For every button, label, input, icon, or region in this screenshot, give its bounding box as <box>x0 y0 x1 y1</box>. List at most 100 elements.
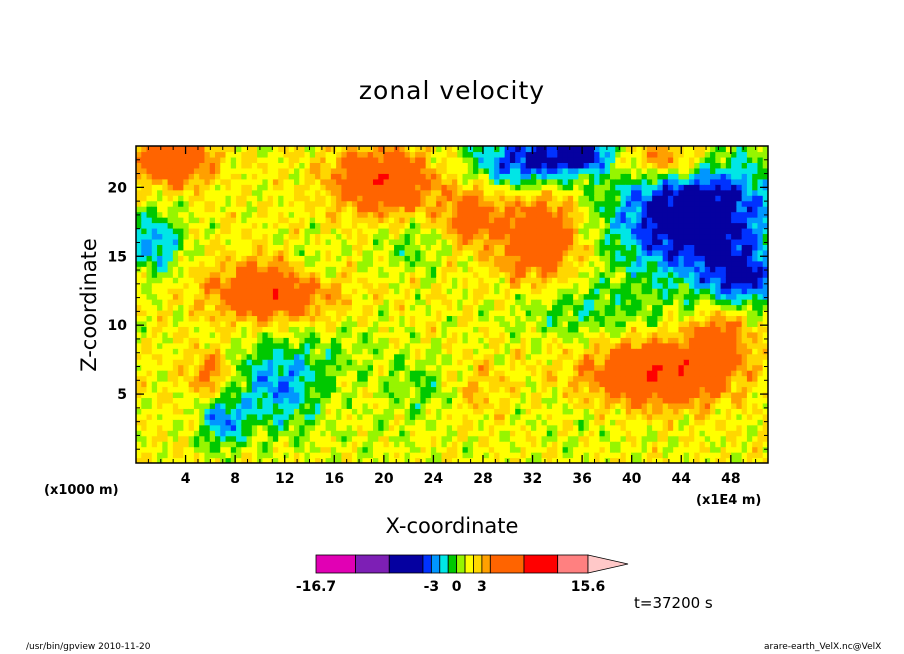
heatmap-cell <box>294 402 300 409</box>
heatmap-cell <box>409 189 416 196</box>
heatmap-cell <box>367 309 374 317</box>
heatmap-cell <box>467 233 474 240</box>
heatmap-cell <box>499 184 506 191</box>
heatmap-cell <box>552 288 558 295</box>
heatmap-cell <box>209 244 216 251</box>
heatmap-cell <box>146 391 153 399</box>
heatmap-cell <box>336 413 342 420</box>
heatmap-cell <box>425 419 432 426</box>
heatmap-cell <box>336 391 342 399</box>
heatmap-cell <box>283 266 290 273</box>
heatmap-cell <box>525 435 532 442</box>
heatmap-cell <box>494 211 500 218</box>
heatmap-cell <box>236 167 242 174</box>
heatmap-cell <box>546 211 553 218</box>
heatmap-cell <box>199 162 206 169</box>
heatmap-cell <box>225 320 232 327</box>
heatmap-cell <box>583 331 590 338</box>
heatmap-cell <box>415 430 421 437</box>
heatmap-cell <box>573 217 579 224</box>
heatmap-cell <box>209 178 216 185</box>
heatmap-cell <box>283 288 290 295</box>
heatmap-cell <box>209 326 216 333</box>
heatmap-cell <box>304 227 311 235</box>
heatmap-cell <box>404 293 411 300</box>
heatmap-cell <box>409 359 416 366</box>
heatmap-cell <box>204 233 211 240</box>
heatmap-cell <box>257 288 263 295</box>
heatmap-cell <box>488 184 495 191</box>
heatmap-cell <box>272 364 279 371</box>
heatmap-cell <box>272 206 279 213</box>
heatmap-cell <box>462 293 469 300</box>
heatmap-cell <box>325 282 332 289</box>
heatmap-cell <box>283 364 290 371</box>
heatmap-cell <box>357 249 364 256</box>
heatmap-cell <box>446 260 453 267</box>
heatmap-cell <box>546 408 553 415</box>
heatmap-cell <box>215 430 221 437</box>
heatmap-cell <box>462 217 469 224</box>
heatmap-cell <box>267 446 274 453</box>
heatmap-cell <box>141 260 148 267</box>
heatmap-cell <box>193 167 200 174</box>
heatmap-cell <box>378 189 385 196</box>
heatmap-cell <box>420 304 427 311</box>
heatmap-cell <box>541 309 548 317</box>
heatmap-cell <box>341 348 348 355</box>
heatmap-cell <box>473 402 479 409</box>
heatmap-cell <box>415 326 421 333</box>
heatmap-cell <box>351 217 358 224</box>
heatmap-cell <box>388 293 395 300</box>
heatmap-cell <box>193 288 200 295</box>
heatmap-cell <box>278 309 285 317</box>
heatmap-cell <box>315 446 321 453</box>
heatmap-cell <box>378 260 385 267</box>
heatmap-cell <box>452 156 458 163</box>
heatmap-cell <box>441 375 448 382</box>
heatmap-cell <box>167 282 174 289</box>
heatmap-cell <box>346 277 353 284</box>
heatmap-cell <box>552 238 558 245</box>
heatmap-cell <box>151 167 158 174</box>
heatmap-cell <box>583 304 590 311</box>
heatmap-cell <box>267 413 274 420</box>
heatmap-cell <box>151 381 158 388</box>
heatmap-cell <box>220 217 227 224</box>
heatmap-cell <box>583 156 590 163</box>
heatmap-cell <box>183 293 190 300</box>
heatmap-cell <box>236 217 242 224</box>
heatmap-cell <box>383 217 390 224</box>
heatmap-cell <box>373 162 379 169</box>
heatmap-cell <box>215 195 221 202</box>
heatmap-cell <box>204 430 211 437</box>
heatmap-cell <box>567 282 574 289</box>
heatmap-cell <box>541 441 548 448</box>
heatmap-cell <box>330 173 337 180</box>
heatmap-cell <box>388 391 395 399</box>
heatmap-cell <box>404 227 411 235</box>
heatmap-cell <box>304 151 311 158</box>
heatmap-cell <box>415 457 421 463</box>
heatmap-cell <box>351 173 358 180</box>
heatmap-cell <box>183 419 190 426</box>
heatmap-cell <box>420 381 427 388</box>
heatmap-cell <box>336 200 342 207</box>
heatmap-cell <box>473 238 479 245</box>
heatmap-cell <box>441 211 448 218</box>
heatmap-cell <box>246 227 253 235</box>
heatmap-cell <box>225 348 232 355</box>
heatmap-cell <box>351 195 358 202</box>
heatmap-cell <box>220 266 227 273</box>
heatmap-cell <box>351 293 358 300</box>
heatmap-cell <box>230 277 237 284</box>
heatmap-cell <box>220 348 227 355</box>
heatmap-cell <box>536 162 543 169</box>
heatmap-cell <box>141 381 148 388</box>
heatmap-cell <box>588 435 595 442</box>
heatmap-cell <box>299 309 306 317</box>
heatmap-cell <box>299 200 306 207</box>
heatmap-cell <box>383 342 390 349</box>
heatmap-cell <box>362 435 369 442</box>
heatmap-cell <box>351 331 358 338</box>
